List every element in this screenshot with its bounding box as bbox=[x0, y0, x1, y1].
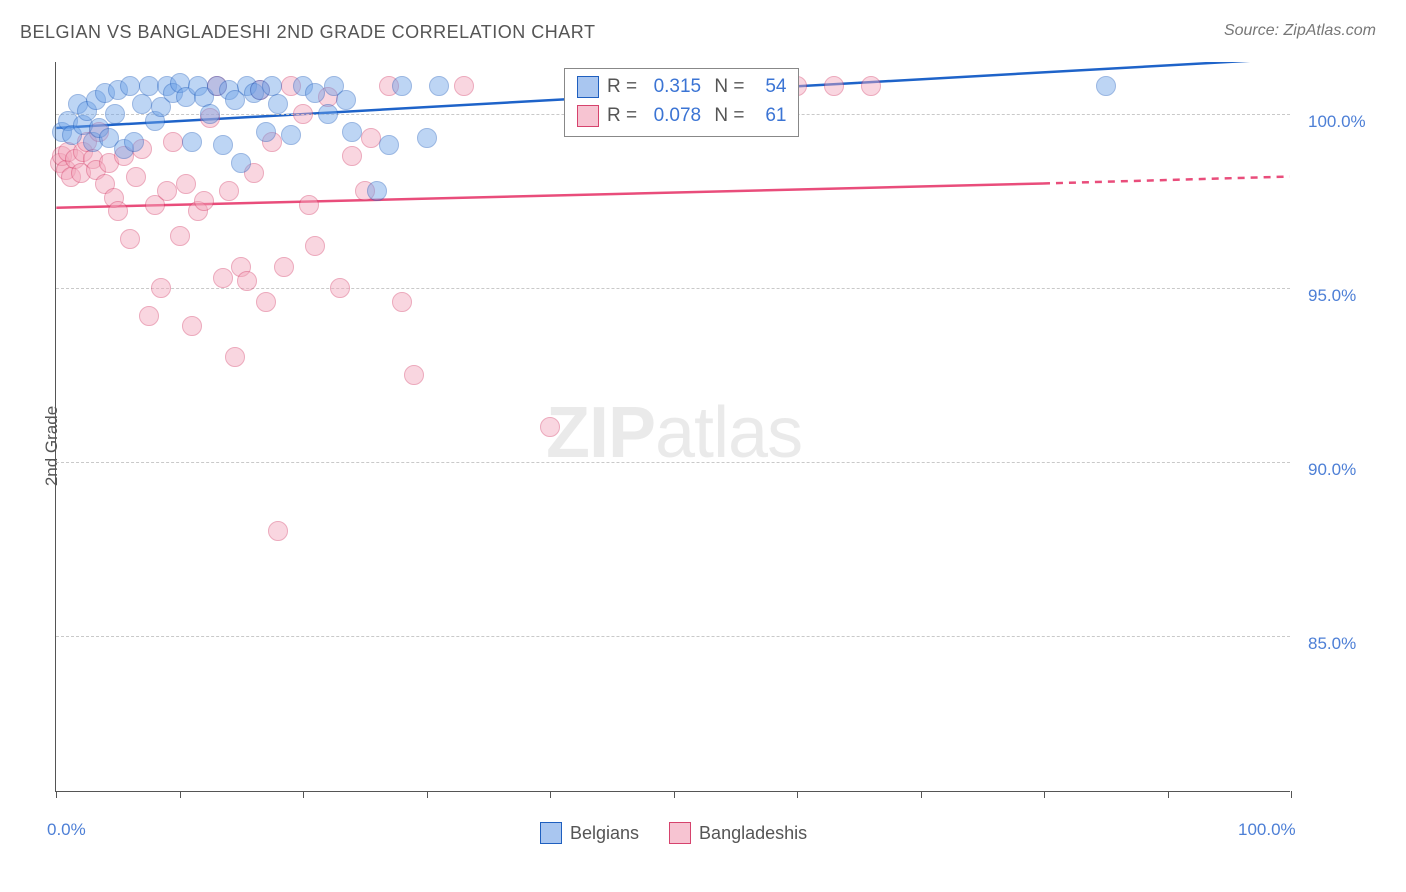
x-tick bbox=[797, 791, 798, 798]
trendline-extrap-bangladeshis bbox=[1043, 177, 1290, 184]
data-point-belgians bbox=[256, 122, 276, 142]
data-point-belgians bbox=[429, 76, 449, 96]
data-point-bangladeshis bbox=[540, 417, 560, 437]
stat-r-value-bangladeshis: 0.078 bbox=[645, 102, 701, 131]
data-point-belgians bbox=[139, 76, 159, 96]
data-point-bangladeshis bbox=[225, 347, 245, 367]
data-point-bangladeshis bbox=[163, 132, 183, 152]
stat-n-value-belgians: 54 bbox=[752, 73, 786, 102]
data-point-bangladeshis bbox=[120, 229, 140, 249]
data-point-belgians bbox=[132, 94, 152, 114]
data-point-bangladeshis bbox=[139, 306, 159, 326]
data-point-bangladeshis bbox=[861, 76, 881, 96]
plot-area: ZIPatlas bbox=[55, 62, 1290, 792]
swatch-bangladeshis bbox=[577, 105, 599, 127]
data-point-bangladeshis bbox=[157, 181, 177, 201]
data-point-bangladeshis bbox=[126, 167, 146, 187]
y-tick-label: 95.0% bbox=[1308, 286, 1356, 306]
x-tick-label: 0.0% bbox=[47, 820, 86, 840]
correlation-chart: BELGIAN VS BANGLADESHI 2ND GRADE CORRELA… bbox=[0, 0, 1406, 892]
stat-n-value-bangladeshis: 61 bbox=[752, 102, 786, 131]
data-point-belgians bbox=[417, 128, 437, 148]
data-point-belgians bbox=[213, 135, 233, 155]
x-tick bbox=[550, 791, 551, 798]
swatch-bangladeshis bbox=[669, 822, 691, 844]
data-point-belgians bbox=[281, 125, 301, 145]
data-point-bangladeshis bbox=[454, 76, 474, 96]
data-point-bangladeshis bbox=[213, 268, 233, 288]
data-point-bangladeshis bbox=[194, 191, 214, 211]
x-tick bbox=[56, 791, 57, 798]
data-point-bangladeshis bbox=[330, 278, 350, 298]
stat-n-label: N = bbox=[709, 73, 744, 102]
data-point-bangladeshis bbox=[274, 257, 294, 277]
legend-item-bangladeshis: Bangladeshis bbox=[669, 822, 807, 844]
stat-r-value-belgians: 0.315 bbox=[645, 73, 701, 102]
data-point-belgians bbox=[1096, 76, 1116, 96]
legend-item-belgians: Belgians bbox=[540, 822, 639, 844]
data-point-bangladeshis bbox=[268, 521, 288, 541]
data-point-bangladeshis bbox=[392, 292, 412, 312]
x-tick bbox=[1291, 791, 1292, 798]
data-point-belgians bbox=[379, 135, 399, 155]
x-tick bbox=[1168, 791, 1169, 798]
swatch-belgians bbox=[577, 76, 599, 98]
y-tick-label: 85.0% bbox=[1308, 634, 1356, 654]
y-tick-label: 100.0% bbox=[1308, 112, 1366, 132]
data-point-bangladeshis bbox=[299, 195, 319, 215]
data-point-belgians bbox=[182, 132, 202, 152]
data-point-belgians bbox=[367, 181, 387, 201]
x-tick bbox=[427, 791, 428, 798]
data-point-bangladeshis bbox=[237, 271, 257, 291]
data-point-bangladeshis bbox=[219, 181, 239, 201]
data-point-belgians bbox=[120, 76, 140, 96]
legend-label-belgians: Belgians bbox=[570, 823, 639, 844]
data-point-bangladeshis bbox=[256, 292, 276, 312]
data-point-bangladeshis bbox=[151, 278, 171, 298]
data-point-belgians bbox=[392, 76, 412, 96]
data-point-bangladeshis bbox=[293, 104, 313, 124]
x-tick bbox=[180, 791, 181, 798]
data-point-bangladeshis bbox=[182, 316, 202, 336]
stat-r-label: R = bbox=[607, 102, 637, 131]
data-point-bangladeshis bbox=[824, 76, 844, 96]
gridline bbox=[56, 636, 1290, 637]
data-point-bangladeshis bbox=[342, 146, 362, 166]
data-point-belgians bbox=[124, 132, 144, 152]
x-tick-label: 100.0% bbox=[1238, 820, 1296, 840]
legend-stats-row-belgians: R = 0.315 N = 54 bbox=[577, 73, 786, 102]
data-point-bangladeshis bbox=[170, 226, 190, 246]
x-tick bbox=[1044, 791, 1045, 798]
data-point-belgians bbox=[200, 104, 220, 124]
data-point-belgians bbox=[268, 94, 288, 114]
stat-r-label: R = bbox=[607, 73, 637, 102]
trendline-extrap-belgians bbox=[858, 62, 1290, 83]
swatch-belgians bbox=[540, 822, 562, 844]
data-point-belgians bbox=[336, 90, 356, 110]
data-point-belgians bbox=[318, 104, 338, 124]
legend-stats-row-bangladeshis: R = 0.078 N = 61 bbox=[577, 102, 786, 131]
data-point-bangladeshis bbox=[305, 236, 325, 256]
data-point-belgians bbox=[105, 104, 125, 124]
data-point-bangladeshis bbox=[176, 174, 196, 194]
legend-series: Belgians Bangladeshis bbox=[540, 822, 807, 844]
stat-n-label: N = bbox=[709, 102, 744, 131]
x-tick bbox=[921, 791, 922, 798]
data-point-belgians bbox=[342, 122, 362, 142]
gridline bbox=[56, 462, 1290, 463]
legend-stats-box: R = 0.315 N = 54 R = 0.078 N = 61 bbox=[564, 68, 799, 137]
data-point-belgians bbox=[231, 153, 251, 173]
x-tick bbox=[674, 791, 675, 798]
y-tick-label: 90.0% bbox=[1308, 460, 1356, 480]
chart-title: BELGIAN VS BANGLADESHI 2ND GRADE CORRELA… bbox=[20, 22, 595, 43]
source-attribution: Source: ZipAtlas.com bbox=[1224, 22, 1376, 40]
data-point-bangladeshis bbox=[361, 128, 381, 148]
x-tick bbox=[303, 791, 304, 798]
data-point-bangladeshis bbox=[108, 201, 128, 221]
data-point-belgians bbox=[305, 83, 325, 103]
data-point-bangladeshis bbox=[404, 365, 424, 385]
legend-label-bangladeshis: Bangladeshis bbox=[699, 823, 807, 844]
